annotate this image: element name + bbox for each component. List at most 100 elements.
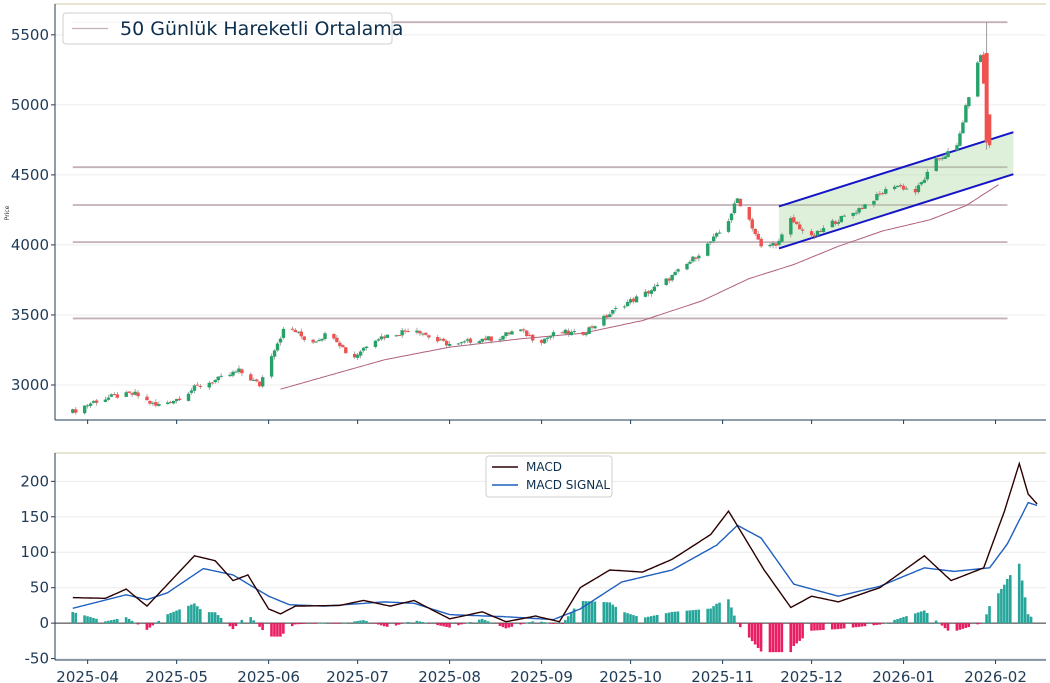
macd-histogram-bar (210, 612, 214, 624)
candle-body (830, 220, 835, 228)
candle-body (631, 298, 636, 302)
macd-histogram-bar (810, 623, 813, 631)
horizontal-levels (72, 21, 1008, 320)
candle-body (548, 336, 553, 338)
macd-histogram-bar (863, 623, 867, 627)
macd-histogram-bar (697, 609, 701, 624)
macd-histogram-bar (982, 622, 985, 624)
macd-histogram-bar (685, 610, 689, 624)
price-x-ticks (87, 420, 997, 424)
macd-histogram-bar (816, 623, 819, 631)
macd-histogram-bar (359, 620, 362, 624)
candle-body (145, 396, 149, 401)
candle-body (269, 356, 274, 377)
macd-histogram-bar (190, 604, 193, 624)
candle-body (753, 228, 757, 234)
macd-histogram-bar (549, 623, 552, 624)
candle-body (925, 171, 930, 180)
macd-histogram-bar (522, 623, 525, 624)
macd-histogram-bar (1008, 575, 1012, 624)
candle-body (272, 350, 277, 357)
candle-body (608, 314, 612, 318)
macd-histogram-bar (528, 622, 531, 624)
macd-histogram-bar (439, 623, 442, 626)
macd-histogram-bar (276, 623, 279, 637)
price-y-ticks: 3000 3500 4000 4500 5000 5500 (11, 26, 55, 394)
candle-body (711, 236, 716, 242)
candle-body (655, 284, 660, 287)
candle-body (486, 336, 490, 341)
macd-histogram-bar (750, 623, 754, 642)
candle-body (774, 243, 778, 246)
candle-body (281, 328, 286, 338)
candle-body (792, 217, 796, 223)
macd-x-tick-label: 2025-10 (599, 668, 662, 683)
macd-histogram-bar (394, 623, 398, 626)
macd-histogram (71, 563, 1033, 653)
macd-histogram-bar (299, 623, 303, 625)
macd-histogram-bar (649, 616, 653, 624)
macd-histogram-bar (581, 600, 585, 624)
candle-body (376, 339, 381, 341)
candle-body (854, 212, 858, 214)
macd-x-tick-label: 2025-09 (510, 668, 573, 683)
macd-histogram-bar (881, 623, 885, 624)
macd-histogram-bar (1026, 614, 1030, 624)
macd-histogram-bar (365, 620, 368, 624)
candle-body (124, 392, 128, 397)
candle-body (498, 339, 502, 341)
candle-body (228, 374, 232, 377)
macd-histogram-bar (795, 623, 798, 644)
macd-histogram-bar (736, 623, 739, 624)
macd-histogram-bar (635, 616, 638, 624)
macd-histogram-bar (219, 617, 223, 624)
candle-body (602, 315, 606, 326)
candle-body (82, 405, 87, 414)
macd-histogram-bar (154, 623, 158, 624)
candle-body (192, 385, 197, 391)
macd-histogram-bar (148, 623, 152, 628)
macd-x-tick-label: 2025-08 (418, 668, 481, 683)
candle-body (940, 158, 944, 160)
macd-y-tick-label: 50 (30, 579, 49, 597)
candle-body (421, 333, 425, 335)
macd-y-tick-label: 150 (20, 508, 49, 526)
candle-body (872, 200, 876, 205)
macd-histogram-bar (273, 623, 276, 637)
candle-body (174, 399, 179, 402)
macd-y-tick-label: 200 (20, 472, 49, 490)
macd-histogram-bar (172, 611, 175, 624)
candle-body (88, 403, 93, 406)
macd-histogram-bar (424, 622, 428, 624)
macd-histogram-bar (647, 616, 650, 624)
macd-histogram-bar (501, 623, 505, 628)
macd-histogram-bar (151, 623, 155, 626)
macd-histogram-bar (466, 622, 469, 624)
candle-body (335, 337, 339, 343)
candle-body (255, 379, 259, 382)
candle-body (109, 394, 114, 397)
macd-histogram-bar (997, 593, 1000, 624)
candle-body (151, 402, 155, 404)
macd-histogram-bar (566, 616, 570, 624)
macd-histogram-bar (498, 623, 502, 626)
candle-body (884, 189, 888, 194)
macd-histogram-bar (519, 623, 523, 625)
candle-body (427, 335, 431, 338)
candle-body (901, 185, 906, 190)
candle-body (275, 343, 280, 351)
macd-histogram-bar (258, 623, 261, 627)
candle-body (530, 334, 535, 341)
candle-body (697, 255, 701, 259)
candle-body (795, 221, 799, 225)
candle-body (892, 186, 897, 189)
candle-body (364, 346, 369, 349)
candle-body (210, 382, 214, 384)
candle-body (919, 182, 924, 185)
candle-body (756, 233, 760, 240)
candle-body (605, 315, 609, 318)
candle-body (436, 337, 440, 342)
macd-histogram-bar (605, 602, 609, 624)
macd-histogram-bar (335, 623, 339, 624)
